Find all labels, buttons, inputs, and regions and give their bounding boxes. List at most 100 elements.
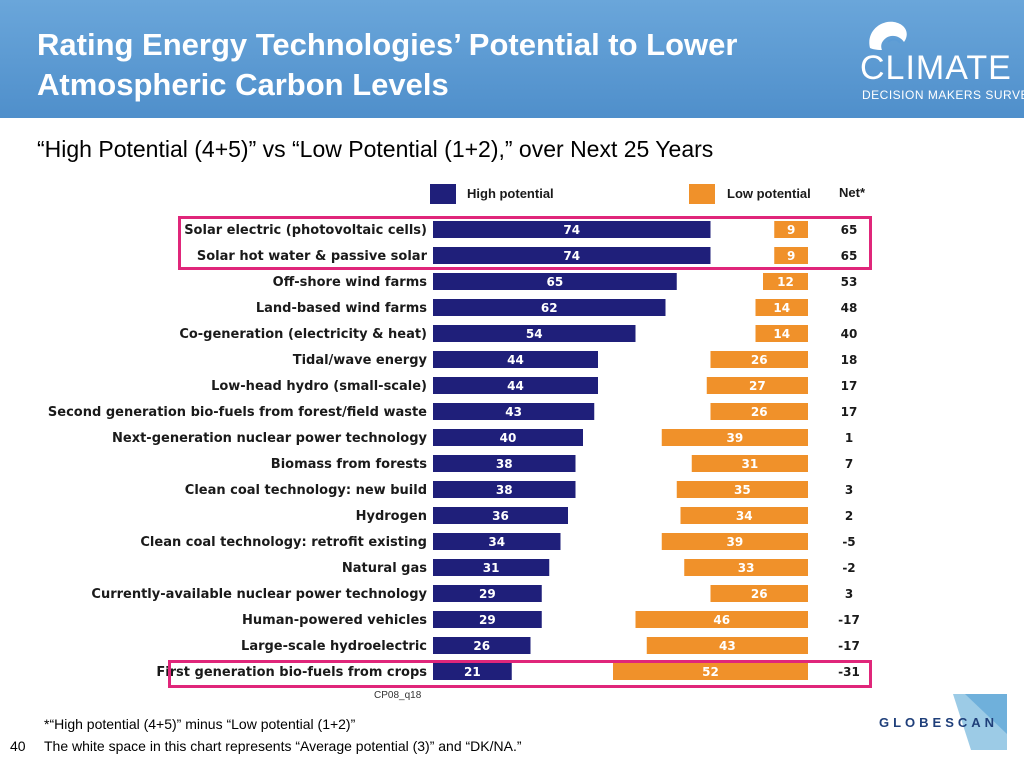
net-column-header: Net* bbox=[839, 185, 866, 200]
bar-low-label: 43 bbox=[719, 639, 736, 653]
net-value: 3 bbox=[845, 587, 853, 601]
category-label: Solar hot water & passive solar bbox=[197, 249, 428, 264]
bar-low bbox=[691, 455, 808, 472]
net-value: 40 bbox=[841, 327, 858, 341]
bar-high bbox=[433, 221, 711, 238]
logo-subtitle: DECISION MAKERS SURVEY bbox=[862, 88, 1024, 102]
page-number: 40 bbox=[10, 738, 26, 754]
bar-low bbox=[646, 637, 808, 654]
bar-high bbox=[433, 585, 542, 602]
category-label: Land-based wind farms bbox=[256, 301, 427, 316]
swirl-icon bbox=[869, 21, 907, 50]
bar-high-label: 31 bbox=[483, 561, 500, 575]
bar-low bbox=[710, 585, 808, 602]
category-label: Next-generation nuclear power technology bbox=[112, 431, 428, 446]
highlight-box-solar bbox=[178, 216, 872, 270]
slide-title-line1: Rating Energy Technologies’ Potential to… bbox=[37, 27, 738, 62]
net-value: -5 bbox=[842, 535, 855, 549]
bar-high-label: 44 bbox=[507, 379, 524, 393]
net-value: -2 bbox=[842, 561, 855, 575]
category-label: Large-scale hydroelectric bbox=[241, 639, 427, 654]
net-value: 65 bbox=[841, 249, 858, 263]
bar-high bbox=[433, 611, 542, 628]
category-label: Second generation bio-fuels from forest/… bbox=[48, 405, 427, 420]
net-value: 18 bbox=[841, 353, 858, 367]
bar-low-label: 33 bbox=[738, 561, 755, 575]
globescan-logo: GLOBESCAN bbox=[853, 694, 1007, 750]
category-label: Off-shore wind farms bbox=[273, 275, 428, 290]
legend-label-low: Low potential bbox=[727, 186, 811, 201]
net-value: 17 bbox=[841, 379, 858, 393]
bar-low-label: 46 bbox=[713, 613, 730, 627]
bar-low-label: 12 bbox=[777, 275, 794, 289]
bar-high bbox=[433, 663, 512, 680]
bar-high-label: 26 bbox=[473, 639, 490, 653]
bar-high-label: 36 bbox=[492, 509, 509, 523]
bar-high-label: 65 bbox=[547, 275, 564, 289]
bar-high bbox=[433, 637, 531, 654]
bar-high bbox=[433, 325, 636, 342]
bar-high bbox=[433, 507, 568, 524]
bar-high bbox=[433, 481, 576, 498]
bar-low bbox=[706, 377, 808, 394]
bar-high bbox=[433, 403, 595, 420]
header-banner: Rating Energy Technologies’ Potential to… bbox=[0, 0, 1024, 118]
net-value: 65 bbox=[841, 223, 858, 237]
net-value: 2 bbox=[845, 509, 853, 523]
net-value: 7 bbox=[845, 457, 853, 471]
net-value: 48 bbox=[841, 301, 858, 315]
category-label: Hydrogen bbox=[356, 509, 427, 524]
logo-word: CLIMATE bbox=[860, 49, 1012, 87]
bar-low bbox=[613, 663, 808, 680]
category-label: Clean coal technology: new build bbox=[185, 483, 427, 498]
net-value: 3 bbox=[845, 483, 853, 497]
bar-low-label: 26 bbox=[751, 587, 768, 601]
bar-high-label: 21 bbox=[464, 665, 481, 679]
bar-low-label: 52 bbox=[702, 665, 719, 679]
bar-high bbox=[433, 533, 561, 550]
bar-high-label: 44 bbox=[507, 353, 524, 367]
category-label: Low-head hydro (small-scale) bbox=[211, 379, 427, 394]
bar-low bbox=[763, 273, 808, 290]
globescan-word: GLOBESCAN bbox=[879, 715, 999, 730]
bar-low-label: 34 bbox=[736, 509, 753, 523]
category-label: Biomass from forests bbox=[271, 457, 427, 472]
bar-high-label: 40 bbox=[500, 431, 517, 445]
bar-high-label: 74 bbox=[563, 223, 580, 237]
bar-low-label: 27 bbox=[749, 379, 766, 393]
bar-high-label: 74 bbox=[563, 249, 580, 263]
bar-high bbox=[433, 455, 576, 472]
bar-high bbox=[433, 247, 711, 264]
bar-low bbox=[684, 559, 808, 576]
bar-low-label: 26 bbox=[751, 405, 768, 419]
bar-low bbox=[680, 507, 808, 524]
bar-low bbox=[774, 247, 808, 264]
globe-mark-icon bbox=[853, 694, 1007, 750]
net-value: 1 bbox=[845, 431, 853, 445]
bar-low-label: 9 bbox=[787, 249, 795, 263]
bar-low bbox=[774, 221, 808, 238]
bar-low bbox=[710, 351, 808, 368]
bar-high bbox=[433, 299, 666, 316]
slide-title-line2: Atmospheric Carbon Levels bbox=[37, 67, 449, 102]
net-value: -31 bbox=[838, 665, 860, 679]
bar-high-label: 43 bbox=[505, 405, 522, 419]
category-label: Currently-available nuclear power techno… bbox=[91, 587, 427, 602]
bar-high-label: 29 bbox=[479, 613, 496, 627]
bar-low bbox=[755, 325, 808, 342]
bar-low bbox=[676, 481, 808, 498]
category-label: Tidal/wave energy bbox=[293, 353, 428, 368]
bar-high-label: 38 bbox=[496, 457, 513, 471]
bar-low bbox=[661, 429, 808, 446]
category-label: First generation bio-fuels from crops bbox=[156, 665, 427, 680]
bar-high bbox=[433, 559, 550, 576]
bar-low-label: 14 bbox=[773, 301, 790, 315]
bar-low bbox=[661, 533, 808, 550]
category-label: Clean coal technology: retrofit existing bbox=[140, 535, 427, 550]
slide-title: Rating Energy Technologies’ Potential to… bbox=[37, 25, 737, 105]
bar-high bbox=[433, 273, 677, 290]
bar-high bbox=[433, 351, 598, 368]
category-label: Natural gas bbox=[342, 561, 427, 576]
bar-high-label: 34 bbox=[488, 535, 505, 549]
net-value: -17 bbox=[838, 639, 860, 653]
